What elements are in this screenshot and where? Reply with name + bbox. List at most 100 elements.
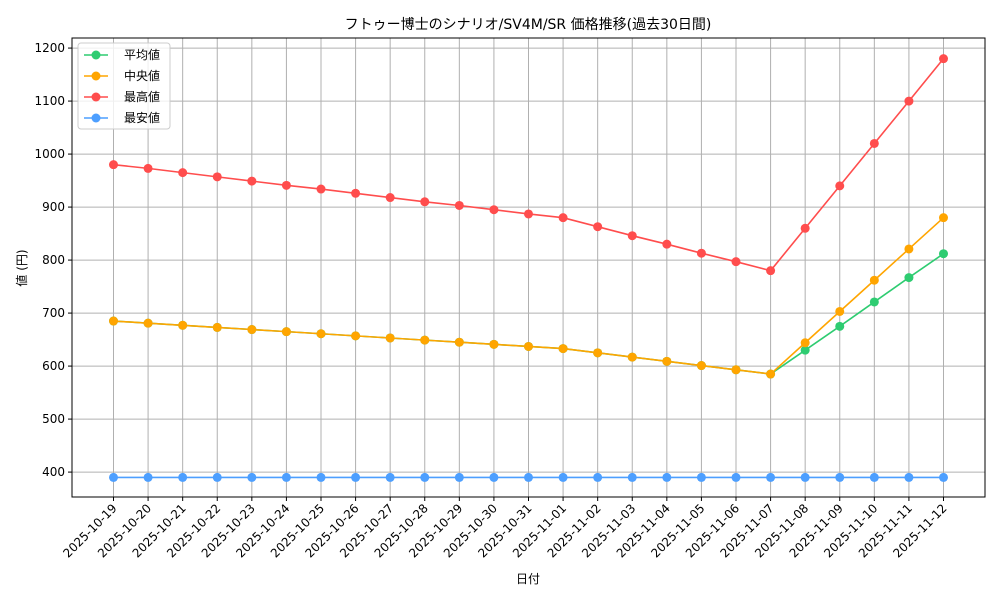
data-point [627, 352, 637, 362]
data-point [143, 472, 153, 482]
data-point [385, 472, 395, 482]
data-point [489, 339, 499, 349]
data-point [385, 193, 395, 203]
legend-box [77, 42, 171, 130]
data-point [835, 472, 845, 482]
data-point [178, 320, 188, 330]
data-point [662, 472, 672, 482]
data-point [420, 472, 430, 482]
data-point [766, 472, 776, 482]
data-point [696, 472, 706, 482]
chart-title: フトゥー博士のシナリオ/SV4M/SR 価格推移(過去30日間) [345, 16, 712, 33]
data-point [835, 181, 845, 191]
data-point [316, 184, 326, 194]
data-point [524, 209, 533, 219]
y-tick-label: 900 [42, 200, 65, 214]
data-point [627, 472, 637, 482]
data-point [109, 472, 118, 482]
data-point [800, 472, 810, 482]
series-最安値 [109, 472, 948, 482]
data-point [800, 345, 810, 355]
data-point [109, 160, 118, 170]
y-tick-label: 500 [42, 412, 65, 426]
data-point [454, 472, 464, 482]
data-point [869, 138, 879, 148]
data-point [247, 472, 257, 482]
y-axis-label: 値 (円) [14, 249, 29, 286]
data-point [904, 244, 914, 254]
data-point [939, 213, 948, 223]
data-point [281, 327, 291, 337]
data-point [212, 172, 222, 182]
data-point [420, 335, 430, 345]
legend-label: 中央値 [124, 68, 160, 83]
data-point [593, 222, 603, 232]
data-point [662, 356, 672, 366]
data-point [939, 249, 948, 259]
y-tick-label: 600 [42, 359, 65, 373]
data-point [939, 54, 948, 64]
data-point [454, 200, 464, 210]
data-point [904, 96, 914, 106]
data-point [109, 316, 118, 326]
data-point [731, 257, 741, 267]
data-point [766, 266, 776, 276]
data-point [351, 188, 361, 198]
data-point [178, 472, 188, 482]
data-point [904, 472, 914, 482]
data-point [800, 223, 810, 233]
data-point [800, 338, 810, 348]
data-point [281, 180, 291, 190]
data-point [316, 472, 326, 482]
data-point [835, 321, 845, 331]
data-point [766, 369, 776, 379]
data-point [731, 472, 741, 482]
data-point [143, 318, 153, 328]
data-point [178, 168, 188, 178]
data-point [454, 337, 464, 347]
data-point [662, 239, 672, 249]
y-tick-label: 1100 [34, 94, 65, 108]
y-tick-label: 800 [42, 253, 65, 267]
data-point [869, 472, 879, 482]
data-point [281, 472, 291, 482]
data-point [869, 275, 879, 285]
legend-label: 最安値 [124, 110, 160, 125]
legend-marker [91, 71, 101, 81]
data-point [420, 197, 430, 207]
data-point [524, 472, 533, 482]
x-axis-label: 日付 [516, 572, 540, 586]
data-point [489, 472, 499, 482]
legend-marker [91, 113, 101, 123]
data-point [489, 205, 499, 215]
legend-marker [91, 50, 101, 60]
data-point [939, 472, 948, 482]
data-point [247, 325, 257, 335]
data-point [351, 331, 361, 341]
data-point [558, 472, 568, 482]
y-tick-label: 700 [42, 306, 65, 320]
data-point [593, 348, 603, 358]
series-中央値 [109, 213, 948, 379]
legend-label: 平均値 [124, 47, 160, 62]
data-point [212, 322, 222, 332]
data-point [316, 329, 326, 339]
y-tick-label: 400 [42, 465, 65, 479]
data-point [385, 333, 395, 343]
data-point [524, 341, 533, 351]
data-point [143, 163, 153, 173]
data-point [696, 361, 706, 371]
legend-label: 最高値 [124, 89, 160, 104]
data-point [247, 176, 257, 186]
data-point [351, 472, 361, 482]
y-tick-label: 1200 [34, 41, 65, 55]
data-point [869, 297, 879, 307]
plot-frame [71, 37, 986, 498]
data-point [696, 248, 706, 258]
y-tick-label: 1000 [34, 147, 65, 161]
data-point [558, 344, 568, 354]
data-point [904, 273, 914, 283]
legend-marker [91, 92, 101, 102]
